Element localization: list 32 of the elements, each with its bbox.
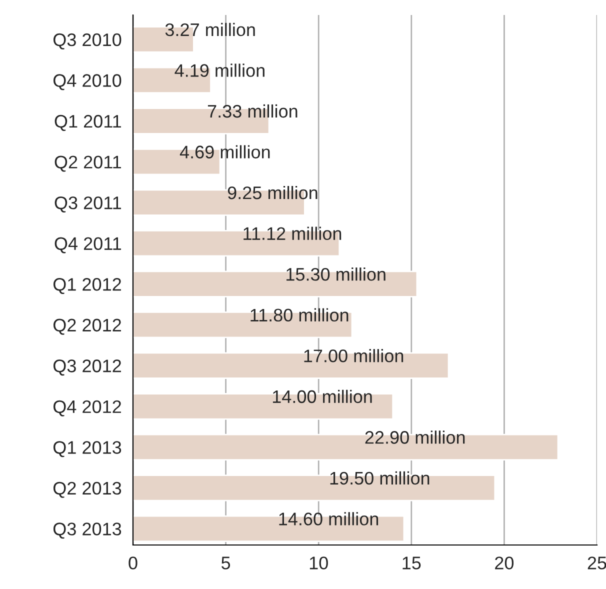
- x-tick-label: 25: [588, 556, 606, 570]
- data-label: 3.27 million: [165, 22, 255, 36]
- data-label: 7.33 million: [208, 104, 298, 118]
- data-label: 11.80 million: [250, 308, 348, 322]
- x-tick-label: 15: [402, 556, 421, 570]
- data-label: 15.30 million: [286, 268, 386, 281]
- y-tick-label: Q4 2010: [53, 74, 122, 90]
- y-tick-label: Q4 2012: [53, 400, 121, 416]
- y-tick-label: Q3 2011: [54, 196, 122, 212]
- y-tick-label: Q4 2011: [54, 237, 122, 254]
- y-tick-label: Q1 2013: [53, 441, 122, 458]
- y-tick-label: Q3 2012: [53, 360, 121, 376]
- data-label: 22.90 million: [365, 430, 465, 444]
- y-tick-label: Q1 2012: [53, 278, 121, 294]
- y-tick-label: Q3 2013: [53, 522, 122, 539]
- y-tick-label: Q2 2012: [53, 318, 121, 335]
- x-tick-label: 5: [222, 556, 230, 570]
- data-label: 19.50 million: [330, 471, 430, 485]
- x-tick-label: 10: [310, 556, 328, 570]
- data-label: 17.00 million: [304, 349, 404, 362]
- x-tick-label: 20: [495, 556, 514, 570]
- data-label: 4.69 million: [180, 145, 270, 158]
- y-tick-label: Q3 2010: [53, 33, 122, 50]
- data-label: 9.25 million: [228, 186, 318, 200]
- y-tick-label: Q1 2011: [54, 114, 122, 131]
- x-tick-label: 0: [128, 556, 138, 570]
- y-tick-label: Q2 2011: [54, 156, 122, 172]
- data-label: 14.60 million: [279, 512, 378, 526]
- y-tick-label: Q2 2013: [53, 482, 122, 498]
- data-label: 11.12 million: [244, 226, 342, 240]
- data-label: 4.19 million: [174, 64, 264, 77]
- data-label: 14.00 million: [272, 390, 372, 404]
